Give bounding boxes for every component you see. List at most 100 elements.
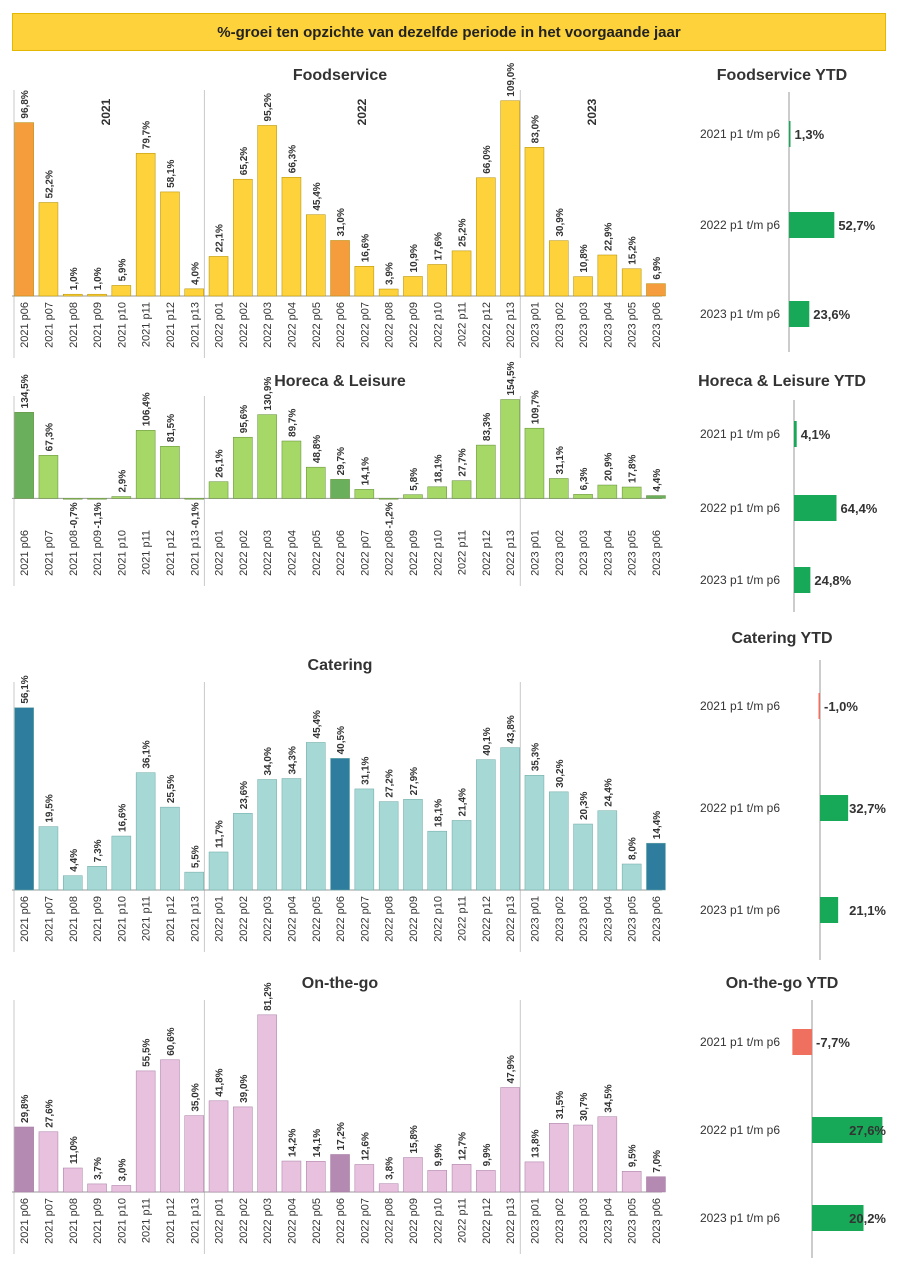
panel3-bar — [306, 742, 326, 891]
ytd3-value-label: 32,7% — [849, 801, 886, 816]
panel4-data-label: 17,2% — [336, 1122, 347, 1150]
panel4-data-label: 35,0% — [190, 1083, 201, 1111]
panel4-data-label: 60,6% — [166, 1027, 177, 1055]
panel1-data-label: 16,6% — [360, 234, 371, 262]
panel2-data-label: 109,7% — [530, 390, 541, 424]
panel1-data-label: 1,0% — [93, 267, 104, 290]
panel1-category-label: 2021 p08 — [68, 302, 80, 348]
panel2-bar — [63, 498, 83, 500]
panel2-data-label: 48,8% — [312, 435, 323, 463]
panel4-data-label: 3,0% — [117, 1159, 128, 1182]
ytd1-bar — [789, 301, 810, 327]
panel2-bar — [160, 445, 180, 499]
panel4-bar — [500, 1087, 520, 1193]
panel4-data-label: 41,8% — [215, 1068, 226, 1096]
panel4-category-label: 2021 p08 — [68, 1198, 80, 1244]
panel2-category-label: 2021 p12 — [165, 530, 177, 576]
panel2-category-label: 2023 p01 — [529, 530, 541, 576]
panel3-bar — [135, 772, 156, 891]
panel3-data-label: 7,3% — [93, 839, 104, 862]
panel3-category-label: 2022 p05 — [311, 896, 323, 942]
panel2-data-label: 31,1% — [555, 446, 566, 474]
panel3-bar — [184, 871, 204, 891]
panel1-data-label: 6,9% — [652, 257, 663, 280]
panel1-year-label: 2021 — [99, 98, 113, 125]
panel3-bar — [427, 830, 447, 891]
panel4-category-label: 2021 p06 — [19, 1198, 31, 1244]
panel1-bar — [549, 240, 569, 297]
panel2-category-label: 2023 p03 — [578, 530, 590, 576]
panel1-data-label: 4,0% — [190, 262, 201, 285]
panel3-data-label: 20,3% — [579, 792, 590, 820]
panel4-category-label: 2022 p08 — [384, 1198, 396, 1244]
panel3-bar — [257, 779, 277, 891]
panel4-data-label: 39,0% — [239, 1074, 250, 1102]
panel2-category-label: 2022 p09 — [408, 530, 420, 576]
panel3-data-label: 31,1% — [360, 756, 371, 784]
panel2-bar — [354, 489, 375, 499]
panel1-bar — [597, 254, 618, 297]
panel2-category-label: 2022 p01 — [214, 530, 226, 576]
panel3-data-label: 8,0% — [628, 837, 639, 860]
panel4-data-label: 14,1% — [312, 1129, 323, 1157]
panel4-category-label: 2021 p10 — [116, 1198, 128, 1244]
panel4-data-label: 7,0% — [652, 1150, 663, 1173]
panel2-data-label: 5,8% — [409, 468, 420, 491]
panel2-category-label: 2021 p11 — [141, 530, 153, 575]
panel2-bar — [476, 444, 496, 499]
ytd3-value-label: -1,0% — [824, 699, 858, 714]
panel1-data-label: 45,4% — [312, 182, 323, 210]
panel4-category-label: 2022 p04 — [286, 1198, 298, 1244]
ytd2-bar — [794, 421, 797, 447]
panel4-category-label: 2022 p03 — [262, 1198, 274, 1244]
panel1-category-label: 2022 p09 — [408, 302, 420, 348]
panel3-category-label: 2021 p08 — [68, 896, 80, 942]
panel4-category-label: 2022 p06 — [335, 1198, 347, 1244]
panel1-category-label: 2022 p04 — [286, 302, 298, 348]
panel4-category-label: 2022 p02 — [238, 1198, 250, 1244]
panel1-bar — [646, 283, 666, 297]
panel2-category-label: 2022 p13 — [505, 530, 517, 576]
ytd4-bar — [812, 1205, 864, 1231]
panel3-bar — [597, 810, 618, 891]
panel1-data-label: 10,9% — [409, 244, 420, 272]
panel2-category-label: 2023 p04 — [602, 530, 614, 576]
panel2-data-label: -1,2% — [385, 502, 396, 528]
ytd2-category-label: 2022 p1 t/m p6 — [700, 501, 780, 515]
panel1-category-label: 2021 p11 — [141, 302, 153, 347]
panel1-category-label: 2023 p01 — [529, 302, 541, 348]
panel1-bar — [111, 285, 132, 297]
panel1-bar — [524, 147, 545, 297]
panel1-category-label: 2021 p13 — [189, 302, 201, 348]
ytd4-bar — [792, 1029, 812, 1055]
panel4-data-label: 9,9% — [482, 1143, 493, 1166]
panel2-category-label: 2023 p06 — [651, 530, 663, 576]
panel1-category-label: 2022 p13 — [505, 302, 517, 348]
panel3-category-label: 2021 p13 — [189, 896, 201, 942]
panel2-data-label: 27,7% — [458, 448, 469, 476]
panel1-data-label: 10,8% — [579, 244, 590, 272]
panel1-category-label: 2021 p09 — [92, 302, 104, 348]
panel4-data-label: 81,2% — [263, 982, 274, 1010]
panel2-bar — [135, 430, 156, 499]
panel4-category-label: 2021 p07 — [43, 1198, 55, 1244]
panel4-category-label: 2022 p07 — [359, 1198, 371, 1244]
panel2-data-label: 17,8% — [628, 455, 639, 483]
panel1-data-label: 109,0% — [506, 63, 517, 97]
panel1-category-label: 2021 p06 — [19, 302, 31, 348]
panel1-category-label: 2021 p10 — [116, 302, 128, 348]
panel2-data-label: 95,6% — [239, 405, 250, 433]
ytd4-category-label: 2023 p1 t/m p6 — [700, 1211, 780, 1225]
panel2-title: Horeca & Leisure — [274, 373, 406, 390]
panel4-data-label: 31,5% — [555, 1091, 566, 1119]
panel1-bar — [63, 293, 83, 297]
panel1-bar — [427, 264, 447, 297]
ytd2-value-label: 24,8% — [814, 573, 851, 588]
panel2-bar — [184, 498, 204, 500]
panel2-bar — [111, 496, 132, 499]
ytd3-category-label: 2022 p1 t/m p6 — [700, 801, 780, 815]
panel2-data-label: 18,1% — [433, 454, 444, 482]
panel3-data-label: 4,4% — [69, 849, 80, 872]
ytd2-value-label: 64,4% — [841, 501, 878, 516]
panel2-bar — [233, 436, 253, 499]
